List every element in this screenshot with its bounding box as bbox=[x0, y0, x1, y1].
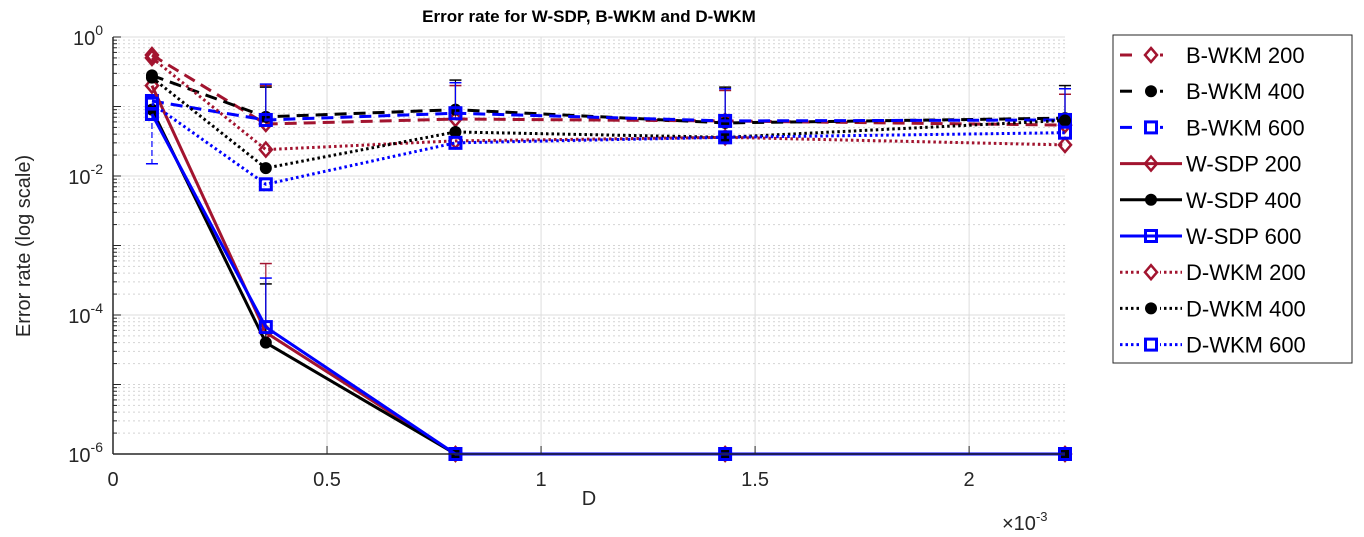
x-tick-label: 1.5 bbox=[741, 469, 769, 491]
legend: B-WKM 200 B-WKM 400 B-WKM 600 W-SDP 200 W-SD… bbox=[1112, 34, 1353, 364]
legend-item[interactable]: D-WKM 200 bbox=[1120, 260, 1306, 285]
legend-label: W-SDP 200 bbox=[1186, 152, 1301, 177]
legend-label: W-SDP 600 bbox=[1186, 224, 1301, 249]
y-tick-labels: 10-6 10-4 10-2 100 bbox=[68, 22, 103, 467]
y-tick-label: 10-6 bbox=[68, 439, 103, 467]
legend-label: B-WKM 200 bbox=[1186, 43, 1305, 68]
legend-label: D-WKM 200 bbox=[1186, 260, 1306, 285]
y-tick-label: 10-2 bbox=[68, 161, 103, 189]
legend-item[interactable]: B-WKM 600 bbox=[1120, 115, 1305, 140]
legend-item[interactable]: W-SDP 400 bbox=[1120, 188, 1301, 213]
legend-label: B-WKM 400 bbox=[1186, 79, 1305, 104]
y-tick-label: 100 bbox=[73, 22, 103, 50]
x-multiplier-base: ×10 bbox=[1002, 513, 1036, 535]
x-multiplier-exp: -3 bbox=[1036, 509, 1048, 524]
legend-item[interactable]: W-SDP 200 bbox=[1120, 152, 1301, 177]
legend-item[interactable]: B-WKM 400 bbox=[1120, 79, 1305, 104]
plot-area bbox=[112, 36, 1073, 463]
y-tick-label: 10-4 bbox=[68, 300, 103, 328]
legend-label: B-WKM 600 bbox=[1186, 115, 1305, 140]
legend-item[interactable]: D-WKM 400 bbox=[1120, 296, 1306, 321]
minor-grid bbox=[113, 39, 1065, 434]
legend-label: W-SDP 400 bbox=[1186, 188, 1301, 213]
y-axis-label: Error rate (log scale) bbox=[13, 155, 35, 337]
x-tick-label: 0.5 bbox=[313, 469, 341, 491]
series-d-wkm-600 bbox=[144, 96, 1072, 192]
x-axis-label: D bbox=[582, 488, 596, 510]
x-tick-label: 0 bbox=[107, 469, 118, 491]
axes bbox=[112, 36, 1065, 455]
x-tick-label: 1 bbox=[535, 469, 546, 491]
x-multiplier: ×10-3 bbox=[1002, 509, 1048, 535]
chart-title: Error rate for W-SDP, B-WKM and D-WKM bbox=[422, 7, 756, 26]
svg-text:×10-3: ×10-3 bbox=[1002, 509, 1048, 535]
x-tick-labels: 0 0.5 1 1.5 2 bbox=[107, 469, 974, 491]
legend-label: D-WKM 600 bbox=[1186, 333, 1306, 358]
legend-item[interactable]: D-WKM 600 bbox=[1120, 333, 1306, 358]
x-tick-label: 2 bbox=[964, 469, 975, 491]
legend-label: D-WKM 400 bbox=[1186, 296, 1306, 321]
legend-item[interactable]: B-WKM 200 bbox=[1120, 43, 1305, 68]
legend-item[interactable]: W-SDP 600 bbox=[1120, 224, 1301, 249]
